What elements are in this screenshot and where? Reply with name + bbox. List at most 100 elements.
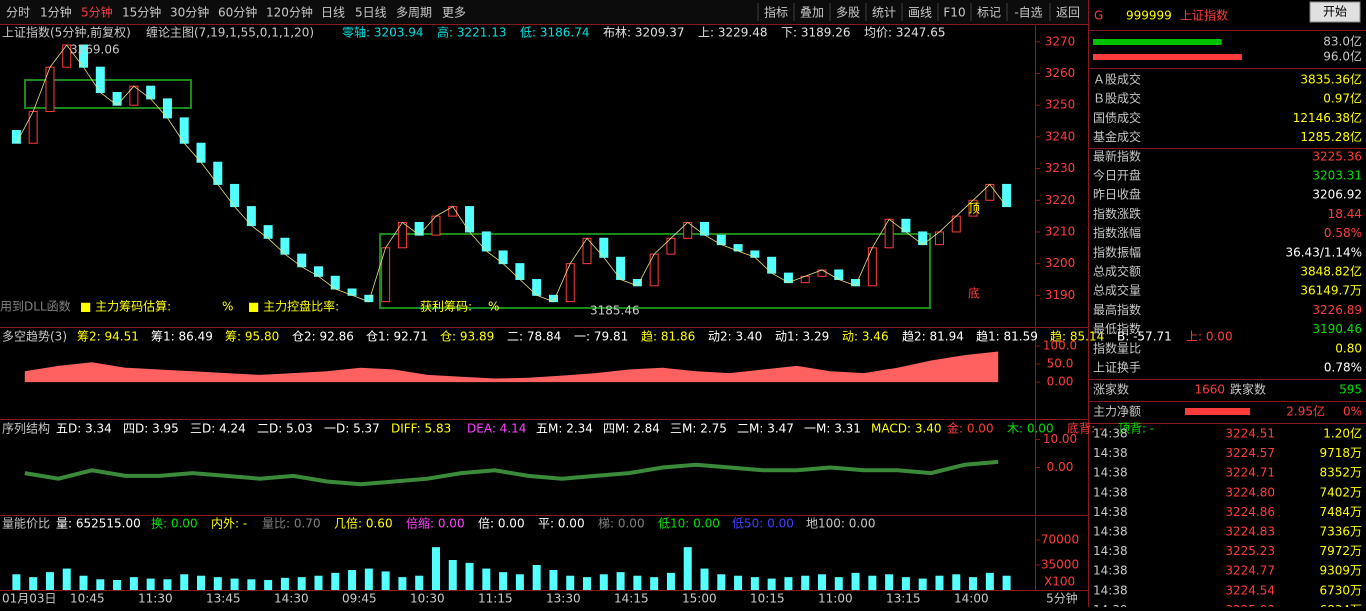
button[interactable]: 指标 <box>764 5 788 20</box>
volume-bar <box>666 572 675 590</box>
indicator-text: 一M: 3.31 <box>804 422 861 436</box>
trade-price: 3224.57 <box>1225 446 1275 460</box>
annotation: % <box>488 300 499 314</box>
indicator-text: 趋: 81.86 <box>641 330 695 344</box>
volume-bar <box>146 578 155 590</box>
volume-bar <box>1002 575 1011 590</box>
y-tick-label: 3250 <box>1045 98 1076 112</box>
indicator-text: 二D: 5.03 <box>257 422 313 436</box>
row-label: Ａ股成交 <box>1093 72 1141 87</box>
info-text: 零轴: 3203.94 <box>342 25 423 40</box>
tab[interactable]: 30分钟 <box>170 5 209 20</box>
volume-bar <box>448 560 457 590</box>
button[interactable]: 标记 <box>977 6 1001 20</box>
indicator-text: 二M: 3.47 <box>737 422 794 436</box>
volume-bar <box>331 572 340 590</box>
tab[interactable]: 120分钟 <box>266 5 313 20</box>
button[interactable]: 画线 <box>908 6 932 20</box>
tab[interactable]: 60分钟 <box>218 5 257 20</box>
x-tick-label: 13:30 <box>546 592 581 606</box>
y-tick-label: 35000 <box>1041 558 1079 572</box>
volume-bar <box>348 570 357 590</box>
indicator-text: 五D: 3.34 <box>56 422 112 436</box>
tab[interactable]: 更多 <box>442 6 466 20</box>
button[interactable]: 叠加 <box>800 6 824 20</box>
indicator-text: 四D: 3.95 <box>123 422 179 436</box>
tab[interactable]: 5分钟 <box>81 5 113 20</box>
volume-bar <box>163 579 172 590</box>
button[interactable]: 多股 <box>836 6 860 20</box>
tab[interactable]: 5日线 <box>355 6 387 20</box>
trade-price: 3224.80 <box>1225 485 1275 499</box>
trade-volume: 9718万 <box>1319 446 1362 460</box>
info-text: 均价: 3247.65 <box>864 26 945 40</box>
pivot-box <box>24 79 192 109</box>
row-value: 3203.31 <box>1312 169 1362 183</box>
row-label: 今日开盘 <box>1093 168 1141 183</box>
volume-bar <box>700 568 709 590</box>
volume-bar <box>750 577 759 590</box>
indicator-text: 趋2: 81.94 <box>902 330 964 344</box>
trade-volume: 7336万 <box>1319 525 1362 539</box>
row-label: 跌家数 <box>1230 382 1266 397</box>
tab[interactable]: 多周期 <box>396 6 432 20</box>
row-value: 3835.36亿 <box>1300 72 1362 87</box>
trade-price: 3224.71 <box>1225 466 1275 480</box>
tab[interactable]: 1分钟 <box>40 5 72 20</box>
x-tick-label: 13:45 <box>206 592 241 606</box>
volume-bar <box>398 577 407 590</box>
volume-bar <box>364 568 373 590</box>
button[interactable]: -自选 <box>1014 6 1042 20</box>
button[interactable]: 开始 <box>1323 5 1347 19</box>
trade-price: 3224.51 <box>1225 427 1275 441</box>
annotation: 3185.46 <box>590 304 640 318</box>
volume-bar <box>969 577 978 590</box>
indicator-text: 五M: 2.34 <box>536 422 593 436</box>
volume-bar <box>952 574 961 590</box>
indicator-text: 一: 79.81 <box>574 330 628 344</box>
indicator-text: 低50: 0.00 <box>732 517 794 531</box>
g-icon: G <box>1094 9 1103 23</box>
row-value: 0.80 <box>1335 341 1362 355</box>
trade-time: 14:38 <box>1093 544 1128 558</box>
volume-bar <box>264 580 273 590</box>
trade-time: 14:38 <box>1093 564 1128 578</box>
trade-price: 3225.03 <box>1225 603 1275 607</box>
volume-bar <box>885 574 894 590</box>
volume-bar <box>901 577 910 590</box>
indicator-text: 仓2: 92.86 <box>292 330 354 344</box>
indicator-text: 多空趋势(3) <box>2 330 67 344</box>
indicator-text: 顶背: - <box>1118 422 1154 436</box>
button[interactable]: 统计 <box>872 6 896 20</box>
volume-bar <box>431 547 440 590</box>
indicator-text: 三M: 2.75 <box>670 422 727 436</box>
tab[interactable]: 15分钟 <box>122 5 161 20</box>
candle <box>11 130 21 144</box>
x-tick-label: 09:45 <box>342 592 377 606</box>
indicator-text: 上: 0.00 <box>1186 330 1233 344</box>
trade-time: 14:38 <box>1093 525 1128 539</box>
x-tick-label: 14:00 <box>954 592 989 606</box>
row-value: 595 <box>1339 383 1362 397</box>
y-tick-label: 0.00 <box>1047 460 1074 474</box>
volume-bar <box>180 574 189 590</box>
row-value: 2.95亿 <box>1286 404 1325 419</box>
x-tick-label: 10:30 <box>410 592 445 606</box>
trade-time: 14:38 <box>1093 466 1128 480</box>
tab[interactable]: 分时 <box>6 6 30 20</box>
button[interactable]: F10 <box>943 6 965 20</box>
button[interactable]: 返回 <box>1056 6 1080 20</box>
row-label: 国债成交 <box>1093 110 1141 125</box>
volume-bar <box>650 577 659 590</box>
trade-time: 14:38 <box>1093 427 1128 441</box>
volume-bar <box>834 577 843 590</box>
row-value: 18.44 <box>1328 207 1362 221</box>
tab[interactable]: 日线 <box>321 6 345 20</box>
annotation: ■ 主力控盘比率: <box>248 299 339 314</box>
annotation: 获利筹码: <box>420 300 472 314</box>
button-bg[interactable] <box>1309 1 1361 23</box>
volume-bar <box>851 572 860 590</box>
row-label: 上证换手 <box>1093 361 1141 375</box>
y-tick-label: 10.00 <box>1043 432 1077 446</box>
